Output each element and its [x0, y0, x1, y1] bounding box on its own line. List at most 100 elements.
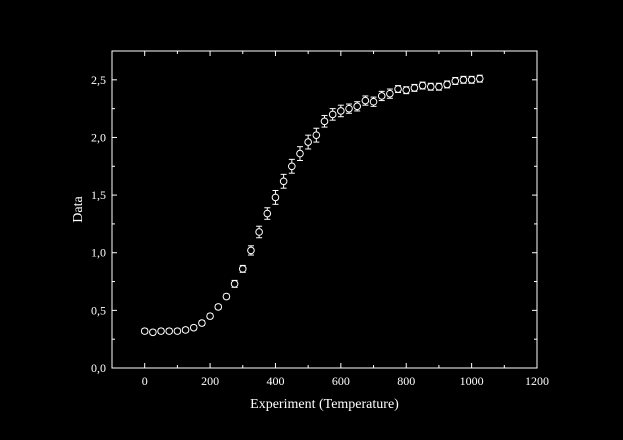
- data-marker: [312, 131, 321, 139]
- y-tick-label: 1,0: [91, 246, 106, 260]
- data-marker: [230, 280, 239, 288]
- data-point: [369, 96, 378, 107]
- data-point: [271, 189, 280, 205]
- data-marker: [410, 84, 419, 92]
- data-marker: [263, 209, 272, 218]
- data-point: [214, 303, 223, 311]
- x-axis-tick-labels: 0 200 400 600 800 1000 1200: [142, 374, 549, 388]
- data-marker: [296, 149, 304, 158]
- data-marker: [328, 110, 337, 119]
- data-point: [451, 77, 460, 85]
- data-point: [328, 108, 337, 121]
- data-point: [435, 82, 443, 91]
- data-point: [394, 85, 402, 93]
- data-point: [353, 101, 361, 112]
- data-marker: [394, 85, 402, 93]
- data-point: [288, 158, 296, 174]
- data-marker: [369, 97, 378, 106]
- data-point: [255, 225, 263, 239]
- data-marker: [173, 327, 182, 335]
- data-marker: [271, 193, 280, 202]
- data-marker: [181, 326, 190, 334]
- data-marker: [279, 177, 288, 186]
- data-marker: [198, 319, 206, 327]
- data-marker: [377, 92, 386, 100]
- data-marker: [214, 303, 223, 311]
- data-points: [140, 74, 484, 337]
- data-marker: [402, 86, 411, 94]
- data-marker: [255, 228, 263, 236]
- data-marker: [165, 327, 174, 335]
- x-tick-label: 600: [332, 374, 350, 388]
- y-axis-title: Data: [71, 196, 86, 223]
- x-axis-ticks: [111, 51, 538, 368]
- data-point: [206, 312, 214, 320]
- data-marker: [149, 328, 157, 337]
- y-tick-label: 2,0: [91, 130, 106, 144]
- x-tick-label: 1200: [525, 374, 549, 388]
- data-point: [157, 327, 165, 335]
- data-point: [304, 134, 312, 150]
- data-marker: [353, 102, 361, 111]
- x-tick-label: 400: [266, 374, 284, 388]
- data-marker: [288, 162, 296, 171]
- data-point: [402, 86, 411, 95]
- data-point: [230, 279, 239, 288]
- data-marker: [304, 138, 312, 146]
- y-tick-label: 2,5: [91, 73, 106, 87]
- y-tick-label: 1,5: [91, 188, 106, 202]
- x-tick-label: 1000: [460, 374, 484, 388]
- y-axis-ticks: [112, 79, 537, 369]
- data-marker: [426, 82, 435, 91]
- data-point: [320, 115, 329, 128]
- data-point: [222, 292, 231, 301]
- data-point: [181, 326, 190, 334]
- data-point: [361, 95, 370, 106]
- data-marker: [247, 246, 255, 255]
- plot-area-frame: [111, 50, 538, 369]
- data-point: [410, 83, 419, 92]
- data-marker: [238, 265, 247, 273]
- data-point: [149, 328, 157, 337]
- data-marker: [418, 81, 427, 90]
- data-point: [467, 75, 476, 84]
- data-point: [443, 80, 451, 89]
- data-marker: [206, 312, 214, 320]
- data-point: [173, 327, 182, 335]
- data-marker: [337, 107, 345, 115]
- data-marker: [345, 104, 353, 113]
- data-point: [296, 146, 304, 162]
- y-tick-label: 0,0: [91, 361, 106, 375]
- data-marker: [459, 76, 468, 84]
- data-point: [426, 82, 435, 91]
- data-marker: [320, 117, 329, 126]
- data-point: [459, 75, 468, 84]
- data-point: [337, 104, 345, 118]
- data-marker: [435, 82, 443, 91]
- data-marker: [157, 327, 165, 335]
- data-point: [312, 127, 321, 143]
- data-marker: [451, 77, 460, 85]
- data-marker: [467, 76, 476, 84]
- data-marker: [140, 327, 149, 335]
- data-point: [238, 264, 247, 273]
- data-point: [386, 88, 394, 99]
- data-point: [475, 74, 484, 83]
- data-marker: [222, 292, 231, 301]
- data-point: [140, 327, 149, 335]
- data-point: [263, 207, 272, 220]
- data-marker: [475, 74, 484, 83]
- data-point: [165, 327, 174, 335]
- x-tick-label: 800: [397, 374, 415, 388]
- x-tick-label: 200: [201, 374, 219, 388]
- data-marker: [386, 89, 394, 98]
- data-marker: [361, 96, 370, 105]
- y-axis-tick-labels: 0,0 0,5 1,0 1,5 2,0 2,5: [91, 73, 106, 375]
- data-point: [247, 245, 255, 256]
- data-point: [345, 103, 353, 114]
- data-point: [198, 319, 206, 327]
- x-tick-label: 0: [142, 374, 148, 388]
